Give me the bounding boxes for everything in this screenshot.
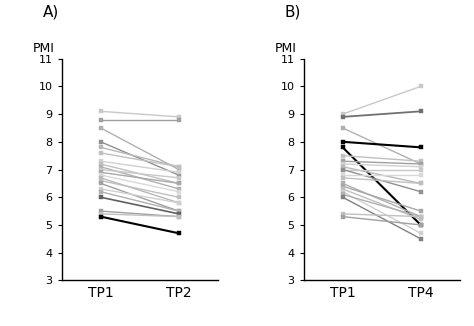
Text: A): A) [43,5,59,20]
Text: PMI: PMI [33,42,55,55]
Text: B): B) [285,5,301,20]
Text: PMI: PMI [275,42,297,55]
